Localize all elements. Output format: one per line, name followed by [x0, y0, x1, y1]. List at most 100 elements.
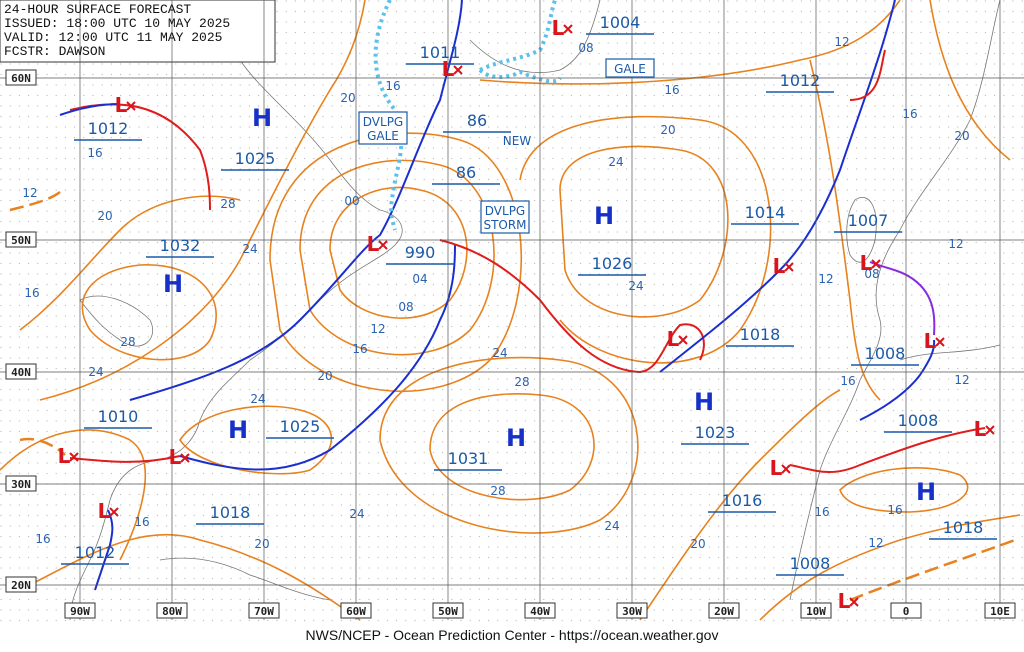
- isobar-label: 16: [385, 79, 400, 93]
- isobar-label: 16: [887, 503, 902, 517]
- low-center: L: [838, 589, 851, 613]
- longitude-label: 10W: [806, 605, 826, 618]
- isobar: [759, 514, 1021, 621]
- longitude-label-box: [340, 602, 372, 619]
- isobar-label: 00: [344, 194, 359, 208]
- low-marker: [126, 101, 136, 111]
- pressure-label: 1008: [898, 411, 939, 430]
- header-line: FCSTR: DAWSON: [4, 44, 105, 59]
- isobar: [81, 264, 217, 361]
- isobar-label: 08: [864, 267, 879, 281]
- isobar-label: 12: [948, 237, 963, 251]
- header-line: 24-HOUR SURFACE FORECAST: [4, 2, 191, 17]
- low-center: L: [770, 456, 783, 480]
- longitude-label-box: [432, 602, 464, 619]
- high-center: H: [228, 416, 248, 444]
- pressure-label: 1018: [210, 503, 251, 522]
- isobar: [379, 356, 639, 534]
- low-marker: [935, 337, 945, 347]
- warm-front: [69, 455, 181, 463]
- low-marker: [849, 597, 859, 607]
- pressure-label: 1008: [790, 554, 831, 573]
- low-marker: [378, 240, 388, 250]
- latitude-label: 60N: [11, 72, 31, 85]
- isobar-label: 12: [954, 373, 969, 387]
- longitude-label: 10E: [990, 605, 1010, 618]
- trough: [9, 190, 61, 212]
- note-text: STORM: [483, 218, 526, 232]
- isobar: [19, 533, 361, 621]
- note-box: [358, 111, 408, 145]
- pressure-label: 1004: [600, 13, 641, 32]
- isobar-label: 20: [954, 129, 969, 143]
- longitude-label: 50W: [438, 605, 458, 618]
- low-marker: [784, 262, 794, 272]
- longitude-label: 0: [903, 605, 910, 618]
- longitude-label-box: [524, 602, 556, 619]
- isobar: [269, 132, 522, 393]
- note-box: [605, 58, 655, 78]
- longitude-label: 20W: [714, 605, 734, 618]
- cold-front: [129, 0, 463, 401]
- pressure-label: 1018: [740, 325, 781, 344]
- isobar-label: 28: [514, 375, 529, 389]
- isobar: [839, 466, 969, 513]
- isobar: [0, 429, 147, 561]
- latitude-label-box: [5, 475, 37, 492]
- isobar: [479, 0, 901, 85]
- low-marker: [985, 425, 995, 435]
- low-center: L: [442, 57, 455, 81]
- cold-front: [59, 103, 121, 116]
- low-marker: [563, 24, 573, 34]
- pressure-label: 1032: [160, 236, 201, 255]
- longitude-label-box: [984, 602, 1016, 619]
- isobar-label: 24: [492, 346, 507, 360]
- isobar-label: 20: [660, 123, 675, 137]
- isobar-label: 12: [868, 536, 883, 550]
- note-text: DVLPG: [485, 204, 525, 218]
- pressure-label: 1031: [448, 449, 489, 468]
- cold-front: [859, 339, 936, 421]
- pressure-label: 1025: [280, 417, 321, 436]
- low-marker: [781, 464, 791, 474]
- isobar-label: 20: [340, 91, 355, 105]
- high-center: H: [694, 388, 714, 416]
- isobar: [559, 145, 729, 318]
- note-text: GALE: [614, 62, 646, 76]
- isobar-label: 16: [840, 374, 855, 388]
- isobar-label: 28: [220, 197, 235, 211]
- pressure-label: 1025: [235, 149, 276, 168]
- isobar-label: 28: [490, 484, 505, 498]
- low-marker: [678, 335, 688, 345]
- isobar-label: 20: [97, 209, 112, 223]
- isobar-label: 24: [628, 279, 643, 293]
- warm-front: [849, 49, 886, 101]
- footer-band: [0, 622, 1024, 652]
- header-line: VALID: 12:00 UTC 11 MAY 2025: [4, 30, 222, 45]
- isobar: [39, 0, 366, 401]
- isobar-label: 24: [349, 507, 364, 521]
- header-box: [0, 0, 276, 63]
- pressure-label: 1007: [848, 211, 889, 230]
- cold-front: [94, 509, 114, 591]
- latitude-label: 40N: [11, 366, 31, 379]
- warm-front: [439, 239, 705, 374]
- footer-credit: NWS/NCEP - Ocean Prediction Center - htt…: [306, 627, 719, 643]
- high-center: H: [506, 424, 526, 452]
- latitude-label-box: [5, 363, 37, 380]
- header-line: ISSUED: 18:00 UTC 10 MAY 2025: [4, 16, 230, 31]
- ice-edge: [373, 0, 404, 231]
- longitude-label-box: [248, 602, 280, 619]
- latitude-label-box: [5, 231, 37, 248]
- coastline: [69, 59, 403, 621]
- isobar-label: 16: [35, 532, 50, 546]
- low-center: L: [773, 254, 786, 278]
- low-marker: [69, 452, 79, 462]
- isobar-label: 04: [412, 272, 427, 286]
- note-text: NEW: [503, 134, 532, 148]
- longitude-label-box: [64, 602, 96, 619]
- isobar-label: 16: [664, 83, 679, 97]
- high-center: H: [163, 270, 183, 298]
- isobar-label: 08: [398, 300, 413, 314]
- isobar: [809, 59, 881, 401]
